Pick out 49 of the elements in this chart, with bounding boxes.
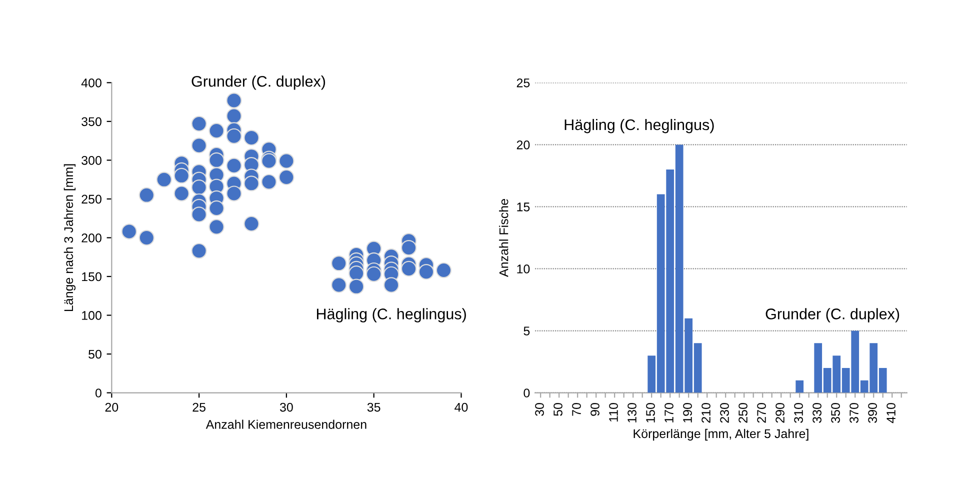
x-axis-title: Körperlänge [mm, Alter 5 Jahre] <box>634 428 808 441</box>
x-tick-label: 25 <box>192 402 206 412</box>
x-tick-label: 310 <box>794 402 803 423</box>
annotation: Hägling (C. heglingus) <box>564 118 714 134</box>
annotation: Grunder (C. duplex) <box>766 308 900 322</box>
y-tick-label: 250 <box>82 194 102 204</box>
x-tick-label: 90 <box>590 402 600 416</box>
x-tick-label: 170 <box>664 402 674 422</box>
y-tick-label: 400 <box>81 78 102 88</box>
x-tick-label: 330 <box>812 402 822 423</box>
x-tick-label: 150 <box>646 402 655 422</box>
y-tick-label: 5 <box>524 326 530 336</box>
x-tick-label: 390 <box>868 402 877 423</box>
y-tick-label: 150 <box>82 272 102 282</box>
y-tick-label: 0 <box>524 388 530 398</box>
y-tick-label: 50 <box>88 350 102 359</box>
y-tick-label: 20 <box>516 140 530 150</box>
x-tick-label: 270 <box>757 402 766 423</box>
x-tick-label: 40 <box>454 402 468 412</box>
x-tick-label: 250 <box>738 402 748 423</box>
x-tick-label: 190 <box>683 402 692 422</box>
x-tick-label: 130 <box>628 402 636 422</box>
x-tick-label: 290 <box>776 402 784 423</box>
x-tick-label: 50 <box>554 402 562 416</box>
annotation: Grunder (C. duplex) <box>192 76 326 90</box>
y-tick-label: 25 <box>516 78 530 88</box>
annotation: Hägling (C. heglingus) <box>316 308 466 322</box>
x-tick-label: 230 <box>720 402 729 423</box>
x-tick-label: 30 <box>280 402 293 412</box>
bar <box>796 380 804 393</box>
x-tick-label: 20 <box>105 402 118 412</box>
x-axis-title: Anzahl Kiemenreusendornen <box>206 420 366 429</box>
x-tick-label: 30 <box>535 402 544 416</box>
y-tick-label: 10 <box>517 264 530 274</box>
y-tick-label: 300 <box>82 156 102 165</box>
x-tick-label: 350 <box>831 402 840 423</box>
y-tick-label: 100 <box>82 311 102 320</box>
x-tick-label: 35 <box>367 402 380 412</box>
x-tick-label: 370 <box>850 402 858 423</box>
y-tick-label: 15 <box>517 202 530 212</box>
y-tick-label: 0 <box>95 388 102 398</box>
x-tick-label: 410 <box>886 402 896 424</box>
y-tick-label: 200 <box>82 234 102 242</box>
y-axis-title: Länge nach 3 Jahren [mm] <box>64 164 76 312</box>
y-tick-label: 350 <box>82 117 102 126</box>
x-tick-label: 210 <box>702 402 710 423</box>
x-tick-label: 70 <box>572 402 581 416</box>
x-tick-label: 110 <box>609 402 618 422</box>
y-axis-title: Anzahl Fische <box>499 199 508 277</box>
